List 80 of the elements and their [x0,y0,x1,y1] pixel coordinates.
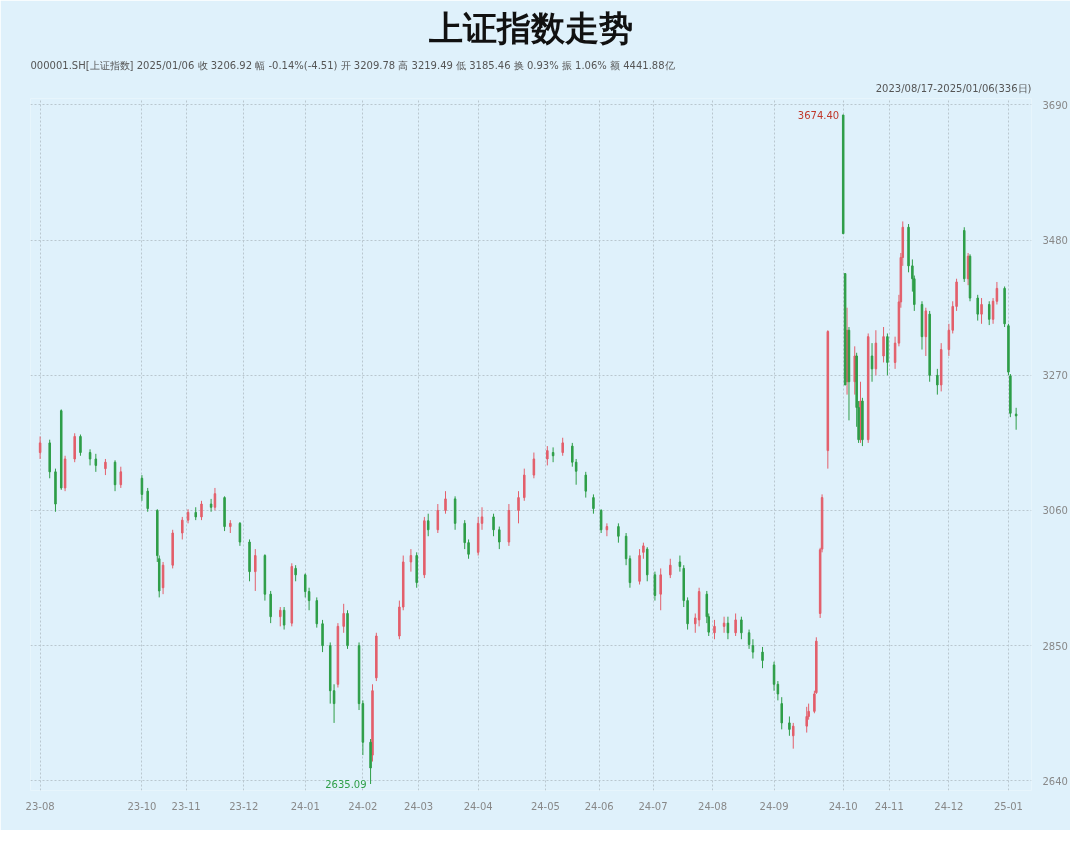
x-tick-label: 24-11 [874,800,904,812]
candlestick [436,503,440,534]
annotation: 2635.09 [325,779,367,790]
candlestick [722,616,726,634]
candlestick [740,616,743,640]
x-tick-label: 24-10 [828,800,858,812]
candlestick [980,297,983,325]
y-tick-label: 3270 [1042,370,1068,382]
candlestick [592,493,595,515]
candlestick [426,513,430,537]
candlestick [342,603,345,634]
candlestick [599,508,603,534]
x-tick-label: 24-06 [584,800,614,812]
candlestick [523,468,526,502]
candlestick [571,442,574,468]
y-tick-label: 3480 [1042,235,1068,247]
candlestick [444,490,447,515]
candlestick [209,498,213,513]
candlestick [282,606,286,631]
candlestick [987,300,991,326]
x-tick-label: 25-01 [993,800,1023,812]
candlestick [546,445,549,466]
candlestick [517,490,520,524]
candlestick [492,513,495,537]
x-tick-label: 24-08 [698,800,728,812]
x-tick-label: 23-11 [171,800,201,812]
candlestick [617,522,620,544]
x-tick-label: 24-05 [530,800,560,812]
x-tick-label: 24-12 [934,800,964,812]
candlestick [38,435,42,460]
candlestick [200,500,203,521]
candlestick [254,548,257,592]
candlestick [409,548,413,573]
annotation: 3674.40 [797,109,840,121]
y-tick-label: 3690 [1042,99,1068,111]
candlestick [532,452,536,479]
candlestick [659,567,662,611]
candlestick [734,612,737,637]
candlestick [713,619,716,640]
candlestick [321,619,324,653]
x-tick-label: 24-04 [463,800,493,812]
x-tick-label: 23-12 [229,800,259,812]
candlestick [805,706,808,734]
candlestick [561,437,564,457]
candlestick [605,522,609,537]
text: 2023/08/17-2025/01/06(336日) [875,82,1032,94]
candlestick [279,606,282,627]
x-tick-label: 23-10 [127,800,157,812]
candlestick [936,368,939,396]
candlestick [761,646,764,669]
x-tick-label: 23-08 [25,800,55,812]
candlestick [315,596,319,629]
chart-subtitle: 000001.SH[上证指数] 2025/01/06 收 3206.92 幅 -0.14%(-4.51) 开 3209.78 高 3219.49 低 3185.46 换 0.93% 振 1.06% 额 4441.88亿 [30,59,675,71]
candlestick [574,458,578,486]
candlestick [73,432,76,463]
x-tick-label: 24-01 [290,800,320,812]
y-tick-label: 2640 [1042,775,1068,787]
candlestick [498,526,501,550]
candlestick [882,326,885,363]
y-tick-label: 2850 [1042,640,1068,652]
candlestick [788,715,791,737]
x-tick-label: 24-07 [638,800,668,812]
candlestick [780,696,783,730]
x-tick-label: 24-03 [404,800,434,812]
candlestick [94,453,98,473]
candlestick [669,558,672,579]
chart-title: 上证指数走势 [428,7,633,48]
candlestick [976,294,979,322]
candlestick [1014,407,1018,431]
candlestick [551,446,555,463]
x-tick-label: 24-02 [348,800,378,812]
x-tick-label: 24-09 [759,800,789,812]
candlestick [791,722,795,750]
candlestick [146,487,149,513]
y-tick-label: 3060 [1042,505,1068,517]
candlestick [79,434,82,457]
candlestick [269,590,272,624]
candlestick [119,466,123,489]
candlestick [181,516,184,540]
candlestick [584,471,588,499]
